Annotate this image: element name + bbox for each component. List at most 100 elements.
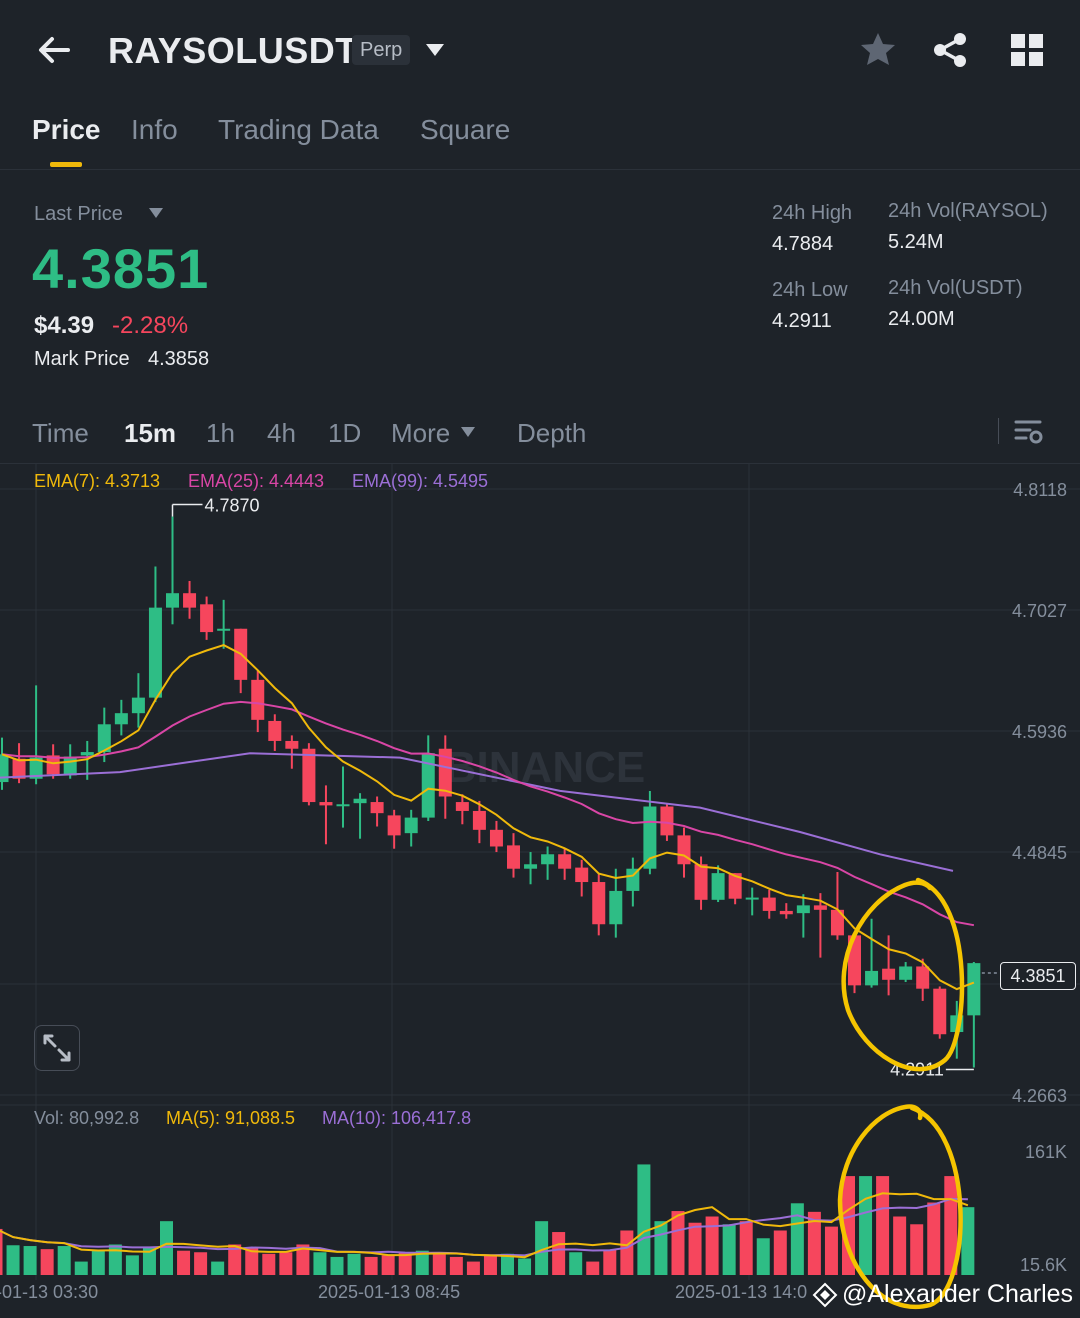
candle-body [387, 815, 401, 836]
watermark-text: @Alexander Charles [842, 1280, 1074, 1308]
arrow-left-icon[interactable] [34, 30, 74, 70]
volume-bar [108, 1244, 122, 1275]
candle-body [728, 873, 742, 899]
low-label: 24h Low [772, 279, 848, 301]
volume-bar [842, 1176, 855, 1275]
volume-bar [637, 1164, 651, 1275]
volume-bar [705, 1216, 719, 1275]
candle-body [967, 963, 981, 1016]
volume-tick-label: 15.6K [1020, 1255, 1067, 1275]
ema99-legend: EMA(99): 4.5495 [352, 471, 489, 491]
volume-bar [654, 1221, 668, 1275]
price-change: -2.28% [112, 312, 189, 339]
volume-bar [586, 1261, 600, 1275]
candle-body [302, 748, 316, 803]
candle-body [779, 910, 793, 915]
volume-bar [603, 1249, 617, 1275]
y-tick-label: 4.7027 [1012, 601, 1067, 621]
fullscreen-button[interactable] [34, 1025, 80, 1071]
candle-body [745, 897, 759, 900]
perp-badge: Perp [352, 35, 411, 65]
candle-body [0, 754, 9, 783]
tf-4h[interactable]: 4h [267, 418, 296, 448]
volume-bar [449, 1256, 463, 1275]
tf-1d[interactable]: 1D [328, 418, 362, 448]
tf-more[interactable]: More [391, 418, 451, 448]
volume-bar [501, 1253, 514, 1275]
y-tick-label: 4.8118 [1013, 480, 1067, 500]
volume-bar [739, 1221, 753, 1275]
volume-bar [824, 1226, 838, 1275]
caret-down-icon[interactable] [148, 207, 164, 219]
volume-legend: Vol: 80,992.8 [34, 1108, 140, 1128]
caret-down-icon[interactable] [460, 426, 476, 438]
divider [0, 463, 1080, 464]
annotation-circle [841, 877, 965, 1072]
volume-bar [347, 1253, 361, 1275]
volume-bar [23, 1246, 37, 1275]
volume-bar [228, 1244, 242, 1275]
candle-body [796, 905, 810, 914]
candle-body [524, 864, 538, 869]
ma10-legend: MA(10): 106,417.8 [322, 1108, 472, 1128]
volume-bar [807, 1211, 821, 1275]
volume-bar [194, 1252, 208, 1275]
volume-bar [381, 1255, 395, 1275]
volume-bar [876, 1176, 890, 1275]
high-label: 24h High [772, 202, 853, 224]
tab-info[interactable]: Info [131, 114, 178, 145]
volume-bar [893, 1216, 907, 1275]
candle-body [80, 752, 94, 756]
x-tick-label: 2025-01-13 08:45 [318, 1282, 460, 1302]
candle-body [29, 757, 43, 779]
volume-bar [859, 1176, 873, 1275]
high-marker-label: 4.7870 [205, 496, 260, 516]
candle-body [472, 810, 486, 830]
chart-settings-icon[interactable] [1012, 416, 1044, 448]
candle-body [813, 905, 827, 910]
candlestick-chart[interactable]: 4.8118 4.7027 4.5936 4.4845 4.2663 161K 15.6K -… [0, 464, 1080, 1318]
candle-body [217, 628, 231, 631]
tf-time[interactable]: Time [32, 418, 89, 448]
candle-body [558, 854, 572, 869]
candle-body [183, 593, 197, 608]
candle-body [131, 697, 145, 714]
candle-body [353, 798, 367, 804]
last-price-label[interactable]: Last Price [34, 203, 123, 225]
ema25-legend: EMA(25): 4.4443 [188, 471, 325, 491]
tf-depth[interactable]: Depth [517, 418, 587, 448]
grid-icon[interactable] [1007, 30, 1047, 70]
tab-price[interactable]: Price [32, 114, 101, 145]
tf-15m[interactable]: 15m [124, 418, 177, 448]
candle-body [285, 740, 299, 749]
y-tick-label: 4.2663 [1012, 1086, 1067, 1106]
vol-base-label: 24h Vol(RAYSOL) [888, 200, 1048, 222]
caret-down-icon[interactable] [424, 40, 446, 60]
low-value: 4.2911 [772, 310, 832, 332]
candle-body [830, 909, 844, 936]
candle-body [626, 868, 640, 891]
x-tick-label: -01-13 03:30 [0, 1282, 98, 1302]
candle-body [865, 970, 879, 986]
candle-body [97, 724, 111, 753]
tab-bar: Price Info Trading Data Square [0, 100, 1080, 170]
candle-body [438, 748, 452, 797]
candle-body [455, 802, 469, 811]
volume-bar [552, 1232, 566, 1275]
volume-bar [688, 1222, 702, 1275]
divider [998, 418, 999, 444]
y-tick-label: 4.4845 [1012, 843, 1067, 863]
star-icon[interactable] [858, 30, 898, 70]
x-tick-label: 2025-01-13 14:0 [675, 1282, 807, 1302]
symbol-title[interactable]: RAYSOLUSDT [108, 30, 358, 71]
share-icon[interactable] [930, 30, 970, 70]
volume-bar [330, 1256, 344, 1275]
tab-square[interactable]: Square [420, 114, 511, 145]
volume-bar [160, 1221, 173, 1275]
tab-trading-data[interactable]: Trading Data [218, 114, 379, 145]
volume-bar [74, 1261, 88, 1275]
candle-body [148, 607, 162, 698]
volume-bar [313, 1252, 327, 1275]
tf-1h[interactable]: 1h [206, 418, 235, 448]
volume-bar [91, 1249, 105, 1275]
